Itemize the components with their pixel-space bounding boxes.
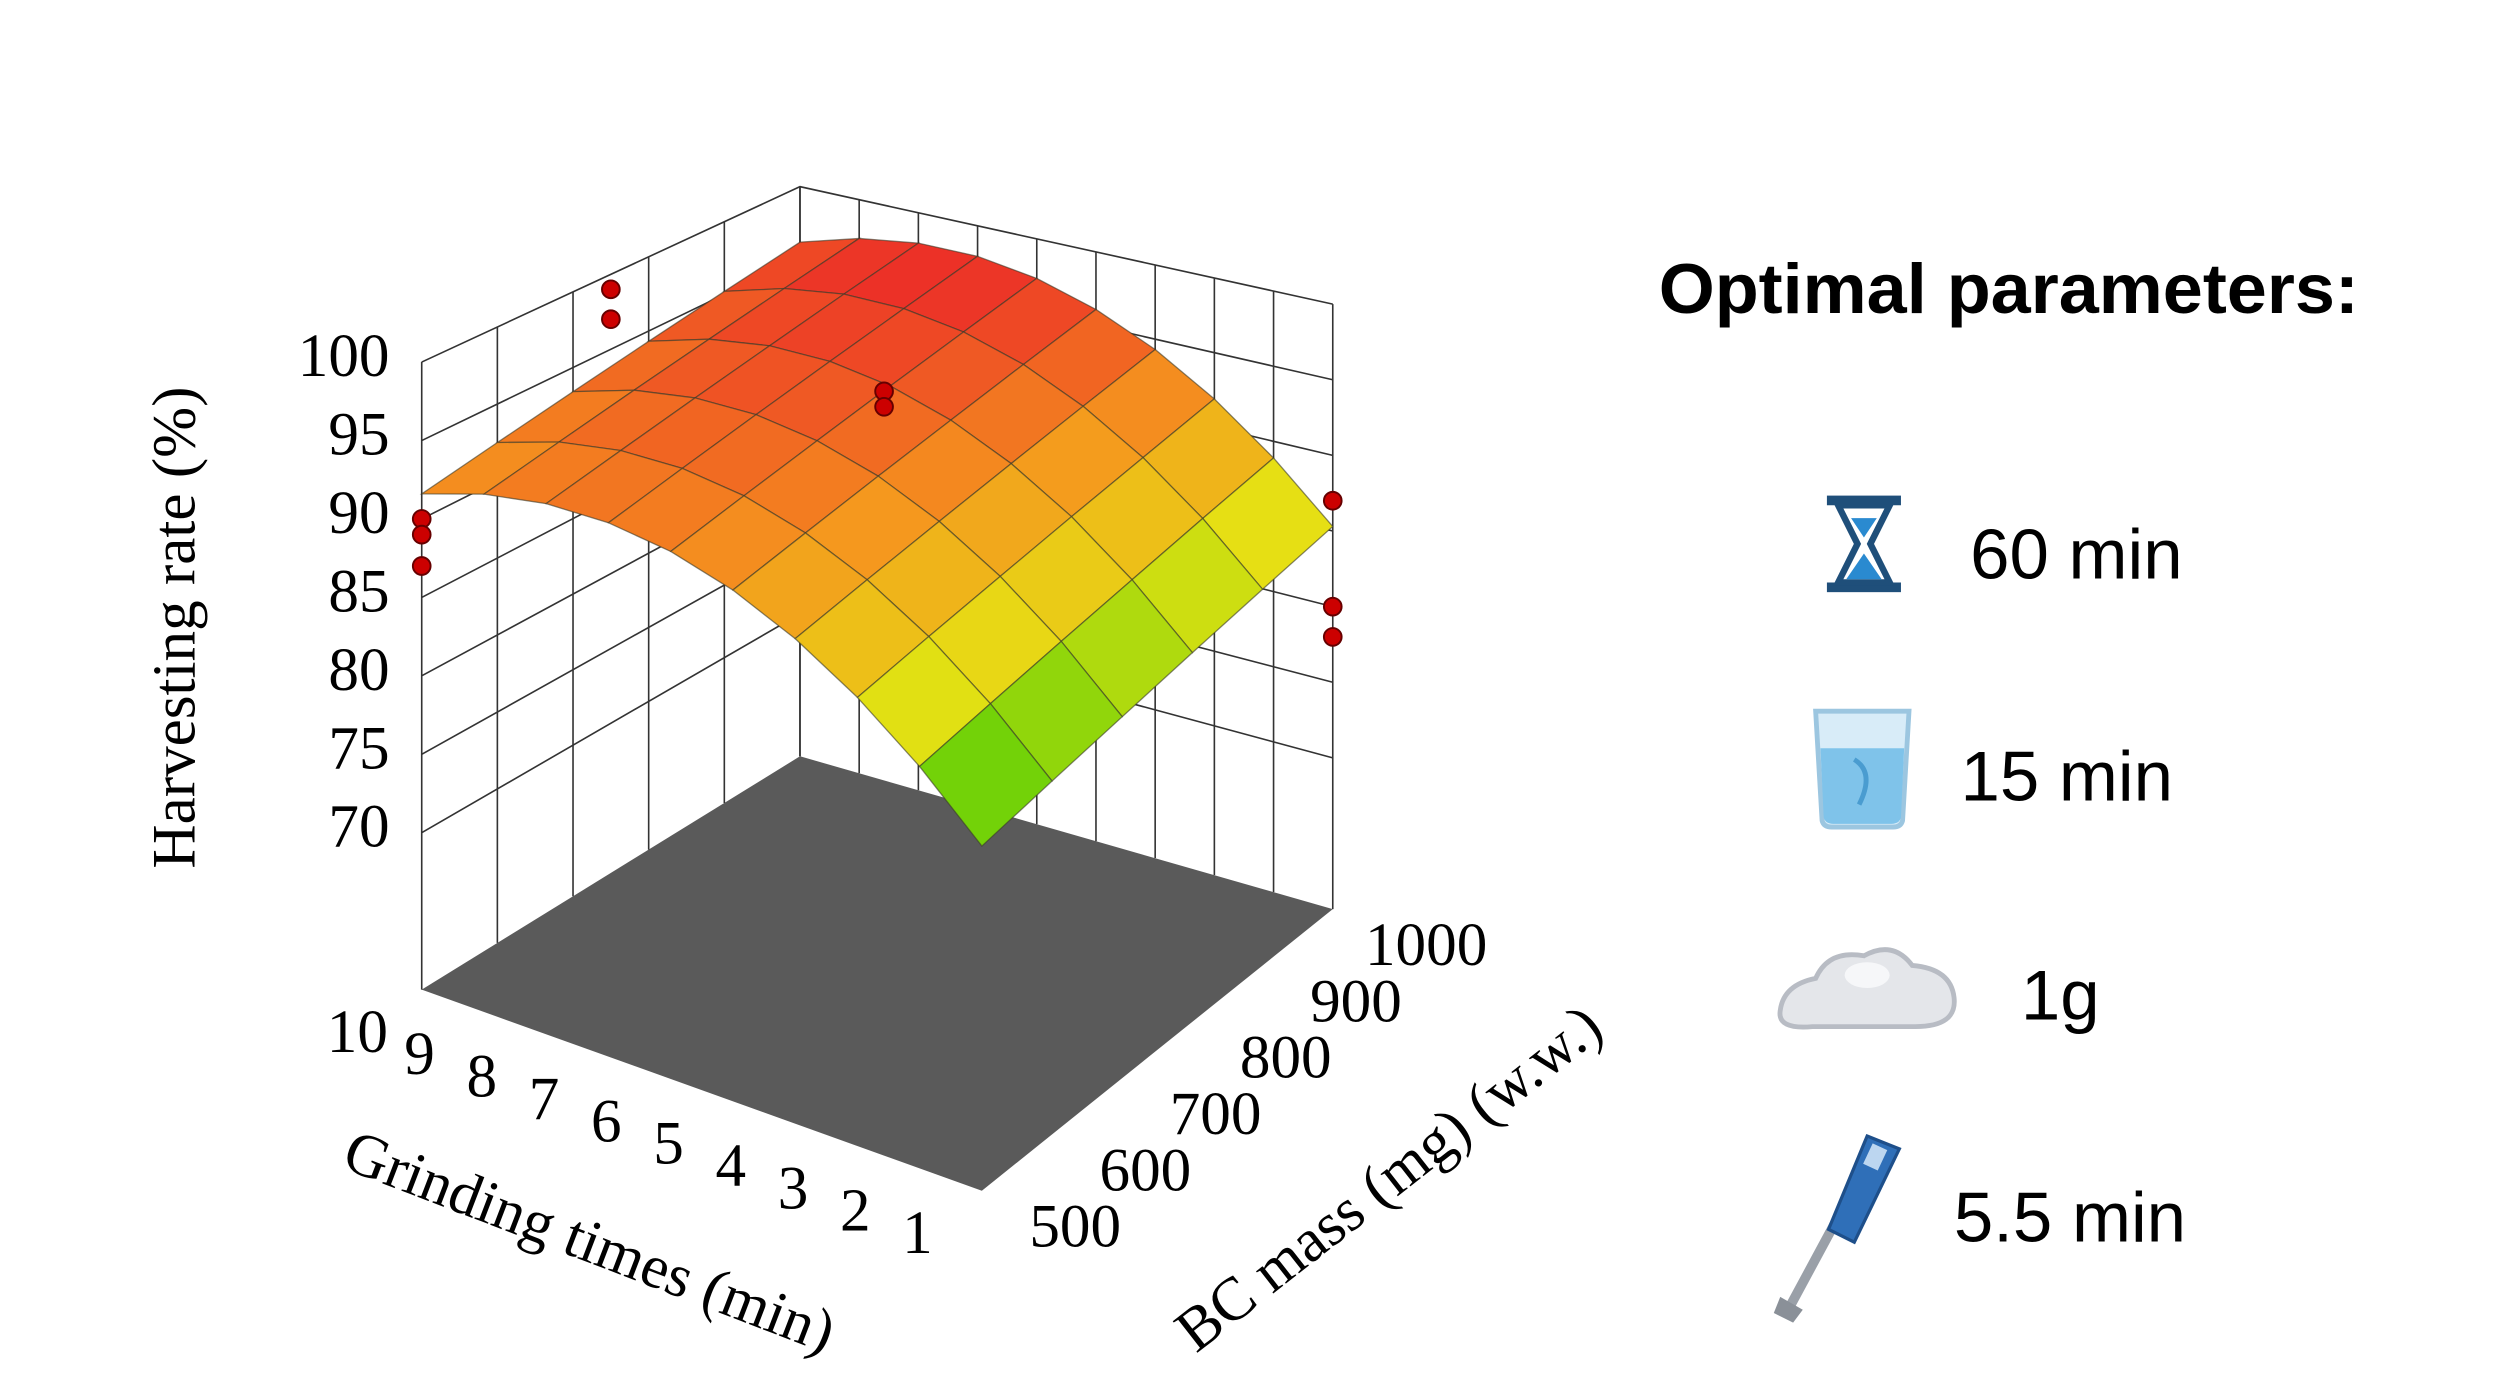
z-tick-label: 70 [328,794,389,861]
panel-title: Optimal parameters: [1659,250,2359,329]
data-point [1324,598,1342,616]
data-point [1324,492,1342,510]
parameter-panel: Optimal parameters: 60 min 15 min 1g [1659,250,2359,1323]
beaker-icon [1816,711,1909,827]
x-tick-label: 3 [778,1155,809,1222]
z-tick-label: 100 [298,323,390,390]
plot-3d: 7075808590951001234567891050060070080090… [298,187,1487,1267]
x-tick-label: 10 [327,999,388,1066]
data-point [413,526,431,544]
z-axis-title: Harvesting rate (%) [141,387,208,869]
data-point [875,398,893,416]
page: 7075808590951001234567891050060070080090… [0,0,2511,1379]
parameter-value: 15 min [1960,738,2173,817]
z-tick-label: 85 [328,558,389,625]
y-tick-label: 1000 [1365,912,1487,979]
x-tick-label: 2 [840,1178,871,1245]
parameter-value: 5.5 min [1954,1179,2186,1258]
parameter-value: 60 min [1970,516,2183,595]
x-tick-label: 5 [653,1111,684,1178]
x-tick-label: 6 [591,1088,622,1155]
x-tick-label: 9 [404,1021,435,1088]
z-tick-label: 95 [328,402,389,469]
x-axis-title: Grinding times (min) [335,1118,844,1367]
z-tick-label: 80 [328,637,389,704]
parameter-value: 1g [2021,957,2100,1036]
x-tick-label: 4 [715,1133,746,1200]
data-point [602,280,620,298]
blender-icon [1774,1136,1900,1323]
data-point [602,310,620,328]
data-point [1324,628,1342,646]
x-tick-label: 8 [467,1044,498,1111]
hourglass-icon [1827,496,1901,593]
z-tick-label: 90 [328,480,389,547]
x-tick-label: 1 [902,1200,933,1267]
y-axis-title: BC mass (mg) (w.w.) [1163,992,1614,1365]
data-point [413,557,431,575]
z-tick-label: 75 [328,715,389,782]
figure: 7075808590951001234567891050060070080090… [0,0,2511,1379]
x-tick-label: 7 [529,1066,560,1133]
cellulose-icon [1780,950,1954,1027]
